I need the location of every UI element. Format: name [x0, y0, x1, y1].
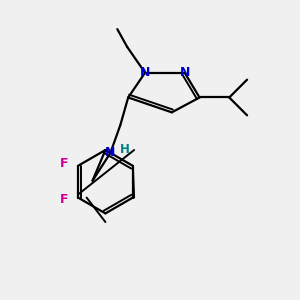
Text: N: N [105, 146, 116, 160]
Text: N: N [179, 66, 190, 79]
Text: H: H [120, 142, 130, 155]
Text: F: F [60, 158, 68, 170]
Text: F: F [60, 193, 68, 206]
Text: N: N [140, 66, 150, 79]
